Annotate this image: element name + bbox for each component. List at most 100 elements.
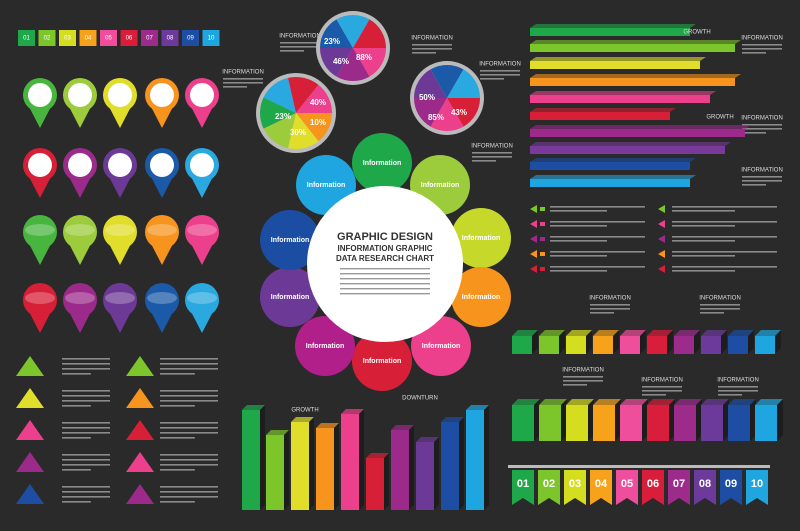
block-side [588, 399, 594, 441]
block-side [750, 399, 756, 441]
pie-slice [447, 98, 480, 127]
info-label: INFORMATION [471, 144, 513, 150]
block-top [512, 330, 538, 336]
block-face [728, 405, 750, 441]
bar-face [530, 179, 690, 187]
info-label: INFORMATION [479, 62, 521, 68]
tab [59, 30, 76, 46]
tab [182, 30, 199, 46]
pin [103, 232, 137, 249]
petal [352, 133, 412, 193]
tab-label: 05 [105, 36, 112, 42]
text-placeholder [642, 390, 682, 392]
bar-top [530, 158, 696, 162]
pin-hole [28, 153, 52, 177]
text-placeholder [742, 184, 766, 186]
block-face [701, 336, 721, 354]
info-label: INFORMATION [741, 168, 783, 174]
tab [694, 470, 716, 505]
block-face [316, 428, 334, 510]
text-placeholder [160, 432, 218, 434]
text-placeholder [223, 82, 263, 84]
text-placeholder [642, 394, 666, 396]
block-face [728, 336, 748, 354]
text-placeholder [160, 459, 218, 461]
tab [746, 470, 768, 505]
block-top [266, 430, 289, 435]
pin-top [147, 224, 177, 236]
block-side [559, 330, 565, 354]
text-placeholder [160, 464, 218, 466]
text-placeholder [412, 44, 452, 46]
tab-label: 02 [44, 36, 51, 42]
text-placeholder [672, 206, 777, 208]
petal [295, 316, 355, 376]
tab-label: 03 [569, 478, 581, 490]
tab-label: 10 [208, 36, 215, 42]
text-placeholder [480, 70, 520, 72]
bar-top [530, 175, 696, 179]
bar-top [530, 91, 716, 95]
center-subtitle: DATA RESEARCH CHART [336, 254, 434, 263]
text-placeholder [223, 78, 263, 80]
block-top [291, 417, 314, 422]
text-placeholder [672, 221, 777, 223]
pyramid [126, 452, 154, 472]
block-side [359, 409, 364, 510]
text-placeholder [590, 308, 630, 310]
bar-top [530, 57, 706, 61]
pie-slice [263, 113, 296, 149]
block-top [728, 399, 756, 405]
text-placeholder [480, 74, 520, 76]
text-placeholder [742, 128, 782, 130]
growth-label: GROWTH [683, 30, 710, 36]
pie-slice [287, 77, 319, 113]
tab [141, 30, 158, 46]
text-placeholder [62, 427, 110, 429]
tab-label: 09 [187, 36, 194, 42]
pin-top [25, 224, 55, 236]
text-placeholder [160, 486, 218, 488]
block-top [512, 399, 540, 405]
pin [103, 300, 137, 317]
text-placeholder [742, 52, 766, 54]
block-face [391, 430, 409, 510]
block-side [384, 453, 389, 510]
text-placeholder [550, 270, 607, 272]
block-top [466, 405, 489, 410]
text-placeholder [550, 210, 607, 212]
pyramid [16, 484, 44, 504]
text-placeholder [160, 405, 195, 407]
tab [616, 470, 638, 505]
pie-slice [336, 15, 370, 48]
tab [720, 470, 742, 505]
block-top [441, 417, 464, 422]
petal-label: Information [363, 358, 402, 365]
petal [411, 316, 471, 376]
downturn-label: DOWNTURN [402, 396, 438, 402]
arrow-bar [540, 267, 545, 271]
pin [185, 232, 219, 249]
text-placeholder [62, 469, 91, 471]
info-label: INFORMATION [699, 296, 741, 302]
pin-hole [68, 83, 92, 107]
block-top [566, 399, 594, 405]
block-face [674, 405, 696, 441]
text-placeholder [550, 266, 645, 268]
text-placeholder [62, 432, 110, 434]
tab [668, 470, 690, 505]
pie-slice [287, 113, 319, 150]
tab [590, 470, 612, 505]
text-placeholder [412, 48, 452, 50]
text-placeholder [742, 48, 782, 50]
text-placeholder [62, 405, 91, 407]
text-placeholder [742, 132, 766, 134]
bar-face [530, 28, 690, 36]
block-face [266, 435, 284, 510]
text-placeholder [672, 266, 777, 268]
arrow [658, 220, 665, 228]
block-side [409, 425, 414, 510]
block-face [647, 336, 667, 354]
block-top [620, 399, 648, 405]
center-subtitle: INFORMATION GRAPHIC [338, 244, 433, 253]
